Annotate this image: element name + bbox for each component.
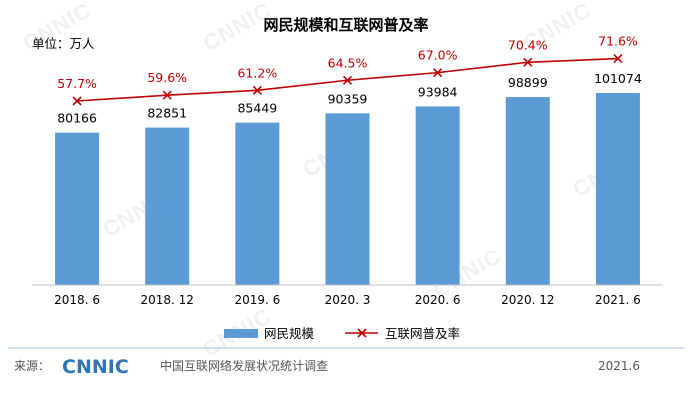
rate-marker	[72, 96, 82, 106]
rate-value-label: 70.4%	[508, 37, 548, 52]
bar	[415, 106, 460, 286]
bar	[595, 92, 640, 285]
rate-marker	[613, 54, 623, 64]
bar-value-label: 90359	[328, 91, 368, 106]
rate-marker	[433, 68, 443, 78]
footer-date: 2021.6	[598, 359, 640, 373]
source-text: 中国互联网络发展状况统计调查	[160, 358, 328, 373]
legend-bar-swatch	[224, 329, 258, 338]
rate-marker-group	[72, 54, 623, 106]
bar-value-label: 82851	[147, 106, 187, 121]
bar-value-label: 85449	[237, 101, 277, 116]
x-tick-label: 2019. 6	[234, 293, 280, 307]
rate-marker	[252, 85, 262, 95]
rate-value-label: 57.7%	[57, 76, 97, 91]
x-tick-label: 2018. 6	[54, 293, 100, 307]
bar	[505, 97, 550, 285]
legend-bar-label: 网民规模	[264, 326, 315, 341]
x-tick-label: 2021. 6	[595, 293, 641, 307]
x-tick-label: 2018. 12	[140, 293, 193, 307]
rate-value-label: 71.6%	[598, 34, 638, 49]
x-tick-label: 2020. 6	[415, 293, 461, 307]
bar-value-label: 101074	[594, 71, 642, 86]
legend-line-marker	[357, 328, 367, 338]
bar	[235, 122, 280, 285]
rate-label-group: 57.7% 59.6% 61.2% 64.5% 67.0% 70.4% 71.6%	[57, 34, 638, 91]
bar-value-label: 93984	[418, 84, 458, 99]
cnnic-logo: CNNIC	[62, 356, 129, 378]
bar-series	[55, 92, 640, 286]
rate-value-label: 59.6%	[147, 70, 187, 85]
unit-label: 单位：万人	[32, 36, 95, 51]
rate-value-label: 61.2%	[237, 65, 277, 80]
rate-marker	[162, 90, 172, 100]
bar	[55, 132, 100, 285]
bar-label-group: 80166 82851 85449 90359 93984 98899 101074	[57, 71, 642, 126]
bar	[325, 113, 370, 285]
source-label: 来源：	[14, 359, 50, 373]
x-tick-label-group: 2018. 6 2018. 12 2019. 6 2020. 3 2020. 6 2020…	[54, 293, 641, 307]
rate-marker	[342, 75, 353, 85]
bar-value-label: 80166	[57, 111, 97, 126]
bar-value-label: 98899	[508, 75, 548, 90]
x-tick-label: 2020. 3	[325, 293, 371, 307]
chart-title: 网民规模和互联网普及率	[263, 16, 428, 34]
x-tick-label: 2020. 12	[501, 293, 554, 307]
rate-value-label: 64.5%	[328, 55, 368, 70]
legend-line-label: 互联网普及率	[385, 326, 460, 341]
rate-value-label: 67.0%	[418, 48, 458, 63]
bar	[145, 127, 190, 285]
rate-marker	[523, 57, 533, 67]
